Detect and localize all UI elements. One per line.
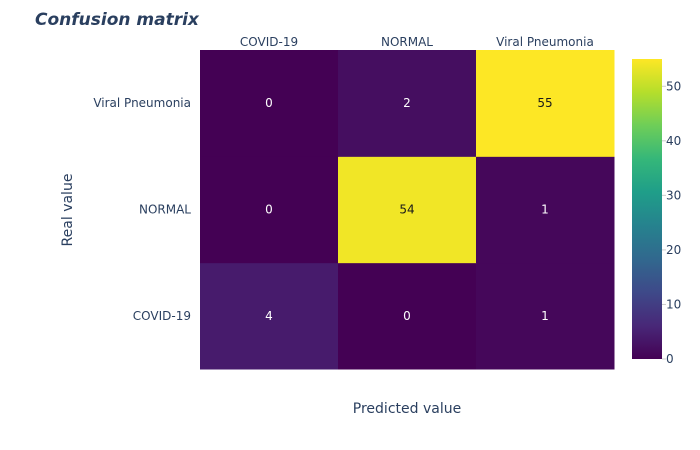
colorbar-tick-label: 0 [666, 352, 674, 366]
heatmap-cell [200, 156, 339, 264]
y-tick-label: Viral Pneumonia [93, 96, 191, 110]
colorbar-tick-label: 50 [666, 79, 681, 93]
heatmap-cell [200, 50, 339, 157]
x-tick-label: NORMAL [381, 35, 433, 49]
colorbar-ticks: 0 10 20 30 40 50 [662, 79, 681, 366]
y-axis-title: Real value [60, 174, 76, 247]
heatmap-cell [200, 262, 339, 370]
cell-value-label: 1 [541, 309, 549, 323]
colorbar-tick-label: 10 [666, 297, 681, 311]
cell-value-label: 0 [265, 203, 273, 217]
heatmap-cell [476, 156, 615, 264]
y-axis-ticks: COVID-19 NORMAL Viral Pneumonia [93, 96, 191, 323]
colorbar-gradient [632, 59, 662, 359]
cell-value-label: 0 [403, 309, 411, 323]
heatmap-cell [338, 50, 477, 157]
x-axis-title: Predicted value [353, 401, 461, 417]
y-tick-label: COVID-19 [133, 309, 191, 323]
cell-value-label: 0 [265, 96, 273, 110]
heatmap-cell-labels: 4 0 1 0 54 1 0 2 55 [265, 96, 552, 323]
colorbar-tick-label: 30 [666, 188, 681, 202]
cell-value-label: 55 [537, 96, 552, 110]
y-tick-label: NORMAL [139, 203, 191, 217]
cell-value-label: 4 [265, 309, 273, 323]
x-tick-label: COVID-19 [240, 35, 298, 49]
heatmap-cell [338, 156, 477, 264]
heatmap-cells [200, 50, 615, 370]
chart-title: Confusion matrix [35, 10, 200, 30]
cell-value-label: 2 [403, 96, 411, 110]
colorbar-tick-label: 40 [666, 134, 681, 148]
heatmap-cell [476, 50, 615, 157]
cell-value-label: 54 [399, 203, 414, 217]
colorbar-tick-label: 20 [666, 243, 681, 257]
x-axis-ticks: COVID-19 NORMAL Viral Pneumonia [240, 35, 594, 49]
heatmap-cell [476, 262, 615, 370]
colorbar: 0 10 20 30 40 50 [632, 59, 681, 366]
heatmap-cell [338, 262, 477, 370]
x-tick-label: Viral Pneumonia [496, 35, 594, 49]
cell-value-label: 1 [541, 203, 549, 217]
